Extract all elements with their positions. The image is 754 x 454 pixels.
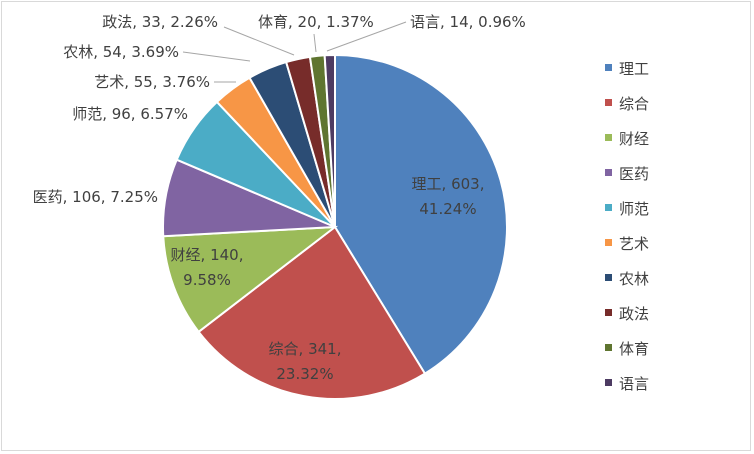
- pie-slice-9: [323, 53, 336, 228]
- legend-marker-7: [605, 309, 612, 316]
- legend-marker-6: [605, 274, 612, 281]
- leader-line-9: [326, 21, 407, 52]
- legend-marker-0: [605, 64, 612, 71]
- data-label-4: 师范, 96, 6.57%: [72, 105, 188, 123]
- legend-label-0: 理工: [619, 60, 649, 78]
- legend-label-7: 政法: [619, 305, 649, 323]
- data-label-6: 农林, 54, 3.69%: [63, 43, 179, 61]
- legend-label-9: 语言: [619, 375, 649, 393]
- pie-slice-2: [162, 225, 339, 334]
- legend-label-4: 师范: [619, 200, 649, 218]
- legend-marker-8: [605, 344, 612, 351]
- data-label-1: 综合, 341, 23.32%: [269, 340, 342, 383]
- legend-marker-9: [605, 379, 612, 386]
- legend-label-2: 财经: [619, 130, 649, 148]
- data-label-3: 医药, 106, 7.25%: [33, 188, 158, 206]
- legend-label-6: 农林: [619, 270, 649, 288]
- legend-label-8: 体育: [619, 340, 649, 358]
- pie-slice-1: [197, 225, 427, 400]
- leader-line-8: [313, 33, 317, 53]
- legend-marker-2: [605, 134, 612, 141]
- legend-label-5: 艺术: [619, 235, 649, 253]
- data-label-2: 财经, 140, 9.58%: [171, 246, 244, 289]
- data-label-7: 政法, 33, 2.26%: [102, 13, 218, 31]
- data-label-8: 体育, 20, 1.37%: [258, 13, 374, 31]
- legend-marker-5: [605, 239, 612, 246]
- data-label-5: 艺术, 55, 3.76%: [94, 73, 210, 91]
- data-label-9: 语言, 14, 0.96%: [410, 13, 526, 31]
- legend-label-1: 综合: [619, 95, 649, 113]
- data-label-0: 理工, 603, 41.24%: [412, 175, 485, 218]
- leader-line-7: [223, 26, 295, 56]
- legend-marker-4: [605, 204, 612, 211]
- leader-line-6: [182, 51, 251, 62]
- pie-slice-0: [334, 53, 508, 376]
- legend-marker-1: [605, 99, 612, 106]
- legend-label-3: 医药: [619, 165, 649, 183]
- legend-marker-3: [605, 169, 612, 176]
